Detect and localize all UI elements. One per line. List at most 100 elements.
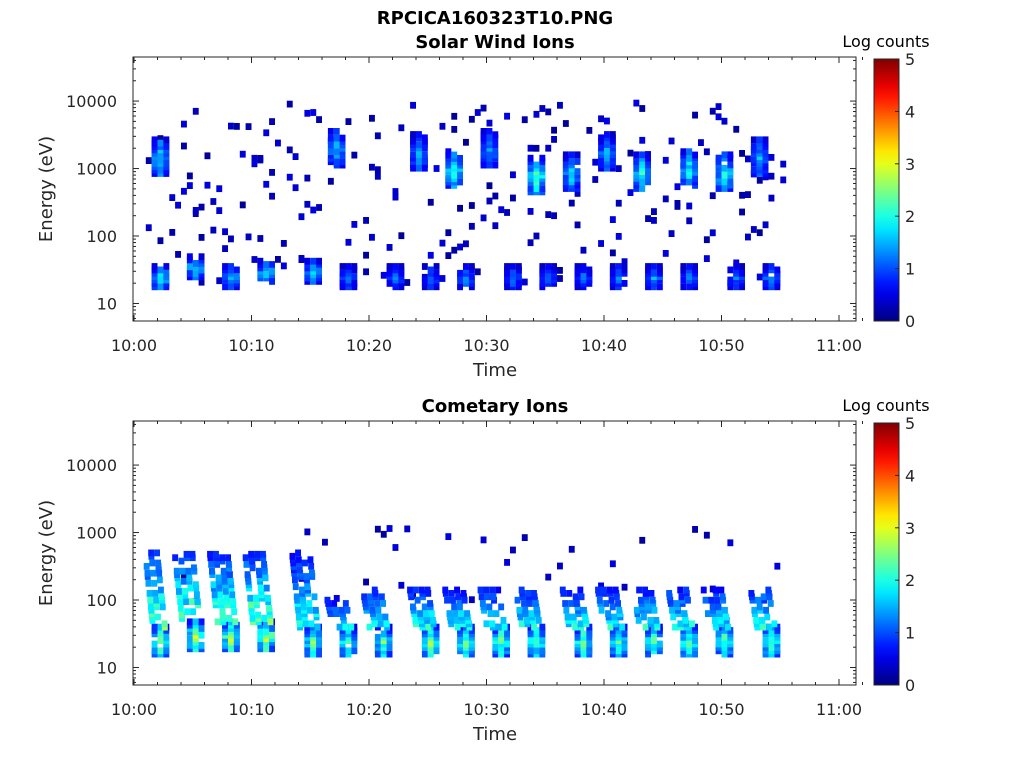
spectrogram-cell [308, 620, 315, 628]
spectrogram-cell [257, 645, 264, 653]
spectrogram-cell [198, 234, 205, 241]
spectrogram-cell [651, 269, 657, 277]
spectrogram-cell [527, 144, 534, 152]
spectrogram-cell [427, 600, 433, 607]
spectrogram-cell [433, 630, 440, 638]
spectrogram-cell [163, 633, 170, 641]
spectrogram-cell [639, 606, 646, 614]
spectrogram-cell [568, 199, 575, 207]
spectrogram-cell [686, 263, 693, 270]
spectrogram-cell [531, 593, 538, 601]
spectrogram-cell [421, 151, 428, 159]
spectrogram-cell [463, 240, 469, 248]
spectrogram-cell [592, 176, 599, 183]
spectrogram-cell [492, 141, 499, 149]
spectrogram-cell [468, 263, 475, 270]
spectrogram-cell [680, 283, 687, 291]
spectrogram-cell [386, 650, 393, 658]
spectrogram-cell [533, 168, 540, 176]
spectrogram-cell [533, 630, 540, 638]
spectrogram-cell [525, 590, 532, 597]
spectrogram-cell [163, 153, 170, 161]
y-tick-label: 100 [86, 591, 117, 610]
spectrogram-cell [226, 564, 233, 572]
spectrogram-cell [749, 593, 755, 601]
spectrogram-cell [710, 606, 717, 614]
spectrogram-cell [451, 161, 458, 169]
spectrogram-cell [510, 546, 516, 554]
spectrogram-cell [686, 283, 693, 291]
spectrogram-cell [609, 633, 616, 641]
spectrogram-cell [223, 588, 229, 595]
x-axis-title: Time [472, 724, 517, 745]
spectrogram-cell [425, 623, 432, 631]
spectrogram-cell [427, 640, 434, 648]
spectrogram-cell [451, 112, 458, 120]
spectrogram-cell [148, 606, 155, 614]
spectrogram-cell [568, 545, 575, 553]
spectrogram-cell [521, 278, 528, 286]
spectrogram-cell [228, 263, 234, 270]
spectrogram-cell [416, 151, 422, 159]
spectrogram-cell [756, 176, 763, 184]
spectrogram-cell [721, 623, 728, 631]
spectrogram-cell [480, 603, 487, 611]
spectrogram-cell [351, 221, 358, 228]
spectrogram-cell [158, 593, 165, 601]
spectrogram-cell [210, 198, 217, 205]
spectrogram-cell [192, 618, 199, 626]
spectrogram-cell [645, 637, 651, 644]
spectrogram-cell [603, 600, 610, 607]
spectrogram-cell [332, 606, 339, 614]
y-axis-title: Energy (eV) [36, 136, 57, 242]
colorbar-tick-label: 1 [905, 260, 915, 279]
spectrogram-cell [651, 263, 657, 270]
spectrogram-cell [615, 647, 622, 655]
spectrogram-cell [382, 613, 389, 621]
spectrogram-cell [643, 593, 650, 601]
spectrogram-cell [568, 158, 575, 165]
spectrogram-cell [639, 536, 646, 544]
spectrogram-cell [515, 263, 522, 270]
spectrogram-cell [339, 630, 346, 638]
spectrogram-cell [445, 229, 452, 237]
spectrogram-cell [263, 261, 270, 268]
spectrogram-cell [518, 586, 525, 594]
spectrogram-cell [774, 633, 781, 641]
spectrogram-cell [518, 620, 525, 628]
spectrogram-cell [765, 586, 772, 594]
spectrogram-cell [266, 604, 272, 612]
spectrogram-cell [447, 617, 454, 624]
spectrogram-cell [615, 233, 622, 240]
spectrogram-cell [480, 144, 487, 152]
spectrogram-cell [598, 151, 604, 159]
spectrogram-cell [151, 630, 158, 638]
spectrogram-cell [392, 263, 399, 270]
spectrogram-cell [373, 593, 379, 601]
spectrogram-cell [351, 623, 358, 631]
spectrogram-cell [551, 126, 557, 134]
spectrogram-cell [376, 613, 383, 621]
spectrogram-cell [539, 168, 546, 176]
spectrogram-cell [209, 567, 215, 575]
spectrogram-cell [586, 644, 593, 651]
x-tick-label: 10:10 [228, 336, 274, 355]
spectrogram-cell [242, 554, 249, 562]
spectrogram-cell [685, 596, 691, 604]
spectrogram-cell [222, 645, 228, 653]
spectrogram-cell [651, 606, 658, 614]
spectrogram-cell [686, 217, 693, 225]
spectrogram-cell [220, 567, 227, 575]
spectrogram-cell [225, 561, 232, 568]
spectrogram-cell [468, 644, 475, 651]
spectrogram-cell [727, 266, 734, 274]
spectrogram-cell [310, 647, 317, 655]
spectrogram-cell [504, 630, 510, 638]
spectrogram-cell [412, 617, 419, 624]
y-tick-label: 1000 [76, 160, 117, 179]
spectrogram-cell [228, 122, 234, 130]
spectrogram-cell [304, 257, 311, 265]
spectrogram-cell [698, 139, 704, 146]
spectrogram-cell [421, 650, 428, 658]
